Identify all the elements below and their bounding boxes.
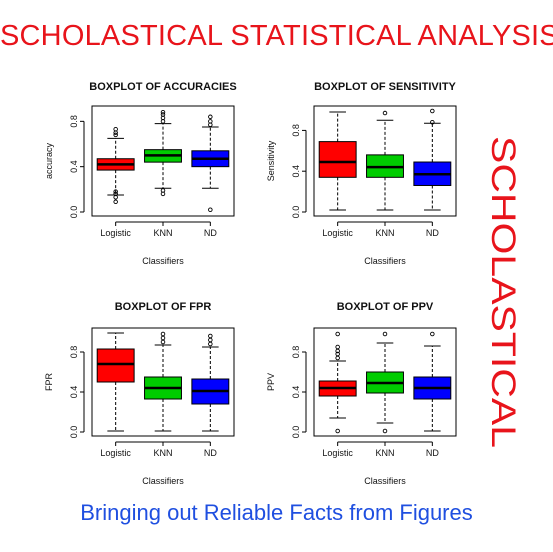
box-nd [191,114,230,212]
boxplot-panel: BOXPLOT OF PPV 0.0 0.4 0.8 PPV Logistic KNN ND C… [266,301,457,486]
outlier-point [382,428,388,434]
y-tick-label: 0.0 [291,426,301,439]
outlier-point [208,333,213,339]
iqr-box [318,141,357,178]
outlier-point [113,199,118,205]
x-tick-label: KNN [375,448,394,458]
outlier-point [160,331,166,337]
box-logistic [96,127,135,205]
outlier-point [160,188,166,193]
boxplot-panel: BOXPLOT OF FPR 0.0 0.4 0.8 FPR Logistic KNN ND C… [44,301,235,486]
y-tick-label: 0.0 [69,206,79,219]
outlier-point [113,189,118,194]
plot-frame [313,327,457,437]
tagline: Bringing out Reliable Facts from Figures [80,500,473,525]
outlier-point [430,108,435,114]
plot-frame [313,105,457,217]
side-vertical-text: SCHOLASTICAL [484,136,522,448]
box-logistic [318,331,357,434]
x-axis-label: Classifiers [142,256,184,266]
outlier-point [160,339,166,345]
outlier-point [430,331,435,337]
y-tick-label: 0.0 [69,426,79,439]
outlier-point [335,351,340,357]
outlier-point [208,341,213,347]
y-tick-label: 0.8 [69,346,79,359]
box-logistic [318,111,357,211]
x-tick-label: KNN [375,228,394,238]
banner-title: SCHOLASTICAL STATISTICAL ANALYSIS [0,20,553,52]
y-tick-label: 0.8 [291,124,301,137]
outlier-point [113,191,118,197]
outlier-point [208,337,213,343]
outlier-point [160,335,166,341]
y-tick-label: 0.8 [291,346,301,359]
outlier-point [160,110,166,115]
outlier-point [208,114,213,120]
y-axis-label: FPR [44,372,54,391]
outlier-point [335,331,340,337]
outlier-point [113,132,118,138]
box-knn [144,110,182,197]
plot-title: BOXPLOT OF SENSITIVITY [314,81,456,93]
plot-title: BOXPLOT OF PPV [337,301,434,313]
plot-title: BOXPLOT OF FPR [115,301,212,313]
iqr-box [96,348,135,383]
outlier-point [335,428,340,434]
x-tick-label: Logistic [100,228,131,238]
y-axis-label: Sensitivity [266,140,276,181]
outlier-point [335,355,340,361]
plot-frame [91,327,235,437]
box-knn [366,331,404,434]
outlier-point [160,112,166,117]
boxplot-panel: BOXPLOT OF ACCURACIES 0.0 0.4 0.8 accuracy Lo… [44,81,237,266]
box-nd [413,108,452,211]
y-tick-label: 0.4 [291,386,301,399]
x-axis-label: Classifiers [364,256,406,266]
x-tick-label: ND [204,448,217,458]
x-tick-label: ND [426,228,439,238]
x-tick-label: KNN [153,448,172,458]
outlier-point [382,110,388,116]
x-axis-label: Classifiers [364,476,406,486]
outlier-point [430,119,435,125]
outlier-point [113,127,118,132]
outlier-point [208,119,213,124]
y-tick-label: 0.0 [291,206,301,219]
boxplot-panel: BOXPLOT OF SENSITIVITY 0.0 0.4 0.8 Sensitivi… [266,81,457,266]
y-tick-label: 0.8 [69,115,79,128]
outlier-point [382,331,388,337]
x-tick-label: Logistic [100,448,131,458]
x-tick-label: Logistic [322,448,353,458]
plot-title: BOXPLOT OF ACCURACIES [89,81,237,93]
box-logistic [96,332,135,432]
x-tick-label: ND [204,228,217,238]
y-tick-label: 0.4 [291,165,301,178]
box-nd [413,331,452,432]
y-tick-label: 0.4 [69,386,79,399]
x-tick-label: KNN [153,228,172,238]
plot-frame [91,105,235,217]
x-tick-label: Logistic [322,228,353,238]
outlier-point [208,207,213,212]
box-nd [191,333,230,432]
y-tick-label: 0.4 [69,160,79,173]
x-tick-label: ND [426,448,439,458]
side-text-label: SCHOLASTICAL [484,136,522,448]
box-knn [144,331,182,432]
x-axis-label: Classifiers [142,476,184,486]
outlier-point [335,344,340,350]
y-axis-label: accuracy [44,142,54,179]
box-knn [366,110,404,211]
y-axis-label: PPV [266,373,276,391]
